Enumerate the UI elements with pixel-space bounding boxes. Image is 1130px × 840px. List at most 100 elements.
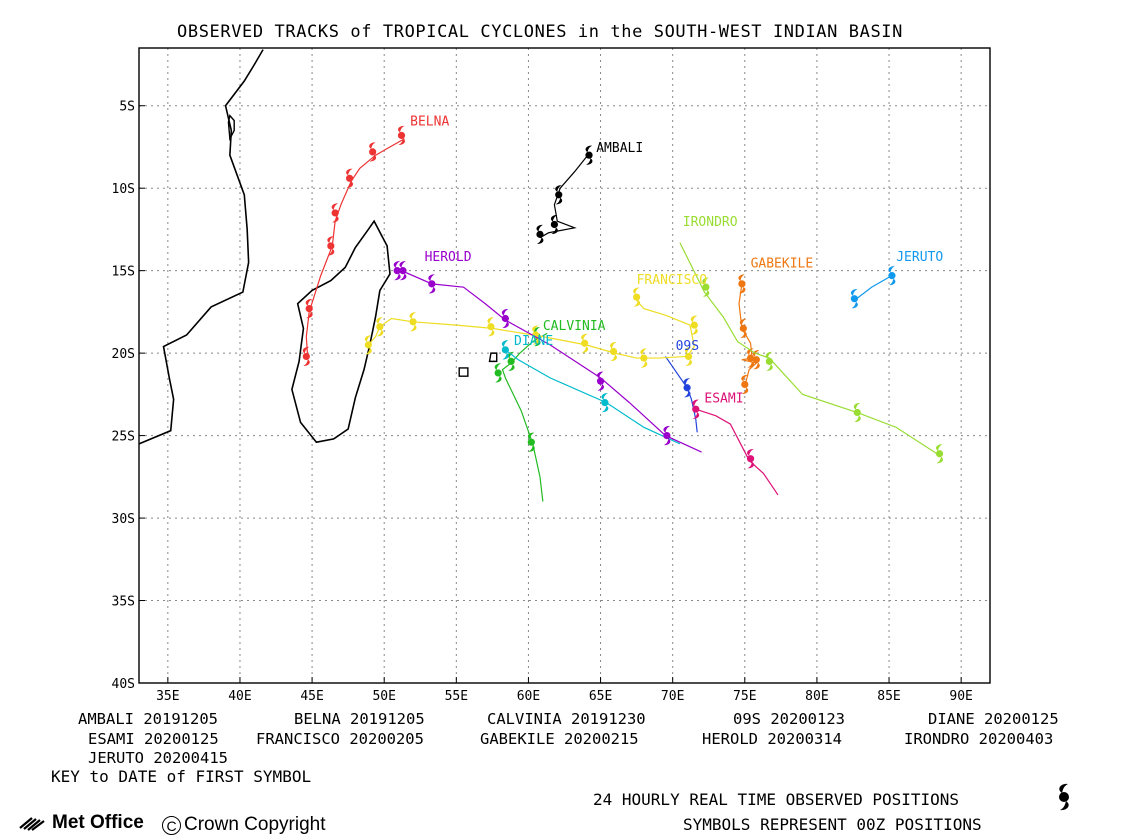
storm-label-belna: BELNA: [410, 115, 449, 130]
cyclone-icon: [501, 308, 509, 329]
lat-tick-label: 30S: [112, 512, 135, 527]
storm-track-calvinia: [494, 327, 548, 502]
storm-track-francisco: [364, 287, 698, 368]
storm-track-09s: [664, 356, 698, 433]
lon-tick-label: 50E: [372, 689, 395, 700]
track-line: [738, 283, 758, 387]
lon-tick-label: 90E: [949, 689, 972, 700]
track-line: [501, 332, 548, 502]
lon-tick-label: 40E: [228, 689, 251, 700]
storm-label-jeruto: JERUTO: [896, 250, 943, 265]
cyclone-icon: [702, 277, 710, 297]
legend-item: 09S 20200123: [733, 710, 845, 728]
cyclone-icon: [596, 371, 605, 391]
lon-tick-label: 85E: [877, 689, 900, 700]
legend-item: HEROLD 20200314: [702, 730, 842, 748]
cyclone-icon: [853, 402, 861, 423]
lon-tick-label: 35E: [156, 689, 179, 700]
cyclone-icon: [302, 346, 310, 366]
copyright-symbol: C: [162, 815, 181, 835]
cyclone-icon: [683, 378, 691, 398]
storm-label-ambali: AMBALI: [596, 141, 643, 156]
cyclone-icon: [581, 333, 589, 353]
lon-tick-label: 80E: [805, 689, 828, 700]
cyclone-icon: [376, 317, 384, 337]
cyclone-icon: [739, 318, 747, 338]
cyclone-icon: [345, 168, 354, 188]
storm-track-belna: [302, 125, 406, 366]
lon-tick-label: 45E: [300, 689, 323, 700]
legend-item: CALVINIA 20191230: [487, 710, 646, 728]
lat-tick-label: 10S: [112, 182, 135, 197]
cyclone-icon: [663, 426, 671, 446]
legend-item: GABEKILE 20200215: [480, 730, 639, 748]
cyclone-icon: [741, 374, 749, 395]
cyclone-icon: [765, 351, 773, 371]
cyclone-icon: [305, 299, 313, 319]
cyclone-icon: [428, 274, 436, 294]
cyclone-icon: [550, 214, 559, 235]
cyclone-icon: [393, 261, 401, 281]
lon-tick-label: 60E: [517, 689, 540, 700]
track-line: [664, 356, 698, 433]
cyclone-track-map: AMBALI BELNA CALVINIA 09S DIANE ESAMI FRANCISC…: [112, 47, 991, 700]
storm-label-gabekile: GABEKILE: [751, 256, 814, 271]
legend-item: AMBALI 20191205: [78, 710, 218, 728]
cyclone-icon: [609, 341, 618, 362]
track-line: [367, 296, 695, 359]
lat-tick-label: 20S: [112, 347, 135, 362]
cyclone-icon: [935, 444, 944, 464]
mauritius-coast: [488, 352, 498, 363]
track-line: [854, 275, 893, 301]
storm-track-herold: [393, 261, 702, 453]
map-frame: [138, 47, 991, 684]
track-line: [539, 151, 591, 239]
met-office-logo-icon: [19, 817, 45, 831]
cyclone-icon: [527, 432, 535, 452]
reunion-coast: [458, 367, 469, 377]
legend-item: ESAMI 20200125: [88, 730, 219, 748]
cyclone-icon: [684, 346, 693, 366]
lon-tick-label: 75E: [733, 689, 756, 700]
legend-item: BELNA 20191205: [294, 710, 425, 728]
map-grid: [139, 48, 990, 684]
storm-track-jeruto: [850, 266, 896, 309]
logo-text: Met Office: [52, 812, 144, 833]
storm-track-diane: [501, 340, 681, 445]
cyclone-icon: [690, 315, 698, 335]
lon-tick-label: 65E: [589, 689, 612, 700]
lon-tick-label: 55E: [445, 689, 468, 700]
cyclone-icon: [409, 312, 417, 332]
met-office-logo: Met Office: [18, 812, 144, 834]
lat-tick-label: 25S: [112, 430, 135, 445]
cyclone-icon: [746, 449, 755, 469]
page-title: OBSERVED TRACKS of TROPICAL CYCLONES in …: [177, 22, 903, 42]
cyclone-icon: [1059, 783, 1069, 811]
lat-tick-label: 15S: [112, 265, 135, 280]
storm-label-francisco: FRANCISCO: [637, 273, 708, 288]
cyclone-icon: [331, 203, 339, 223]
lon-tick-label: 70E: [661, 689, 684, 700]
legend-item: JERUTO 20200415: [88, 749, 228, 767]
storm-label-09s: 09S: [676, 339, 699, 354]
storm-track-esami: [692, 399, 779, 496]
storm-labels: AMBALI BELNA CALVINIA 09S DIANE ESAMI FRANCISC…: [410, 115, 943, 407]
track-line: [395, 270, 702, 453]
legend-item: IRONDRO 20200403: [904, 730, 1054, 748]
cyclone-icon: [752, 350, 760, 370]
africa-coast: [138, 49, 264, 445]
cyclone-icon: [888, 266, 896, 286]
cyclone-icon: [536, 224, 544, 244]
cyclone-icon: [555, 185, 563, 205]
island-coast: [227, 114, 235, 142]
storm-track-gabekile: [738, 274, 760, 395]
cyclone-icon: [738, 274, 746, 294]
storm-label-irondro: IRONDRO: [683, 215, 738, 230]
copyright: C Crown Copyright: [162, 814, 326, 836]
cyclone-icon: [601, 393, 609, 413]
axis-ticks: 35E 40E 45E 50E 55E 60E 65E 70E 75E 80E 85E 90E 5S 10…: [112, 100, 973, 700]
storm-track-irondro: [679, 242, 944, 464]
coastlines: [138, 49, 498, 445]
track-line: [679, 242, 940, 456]
track-line: [504, 349, 681, 445]
